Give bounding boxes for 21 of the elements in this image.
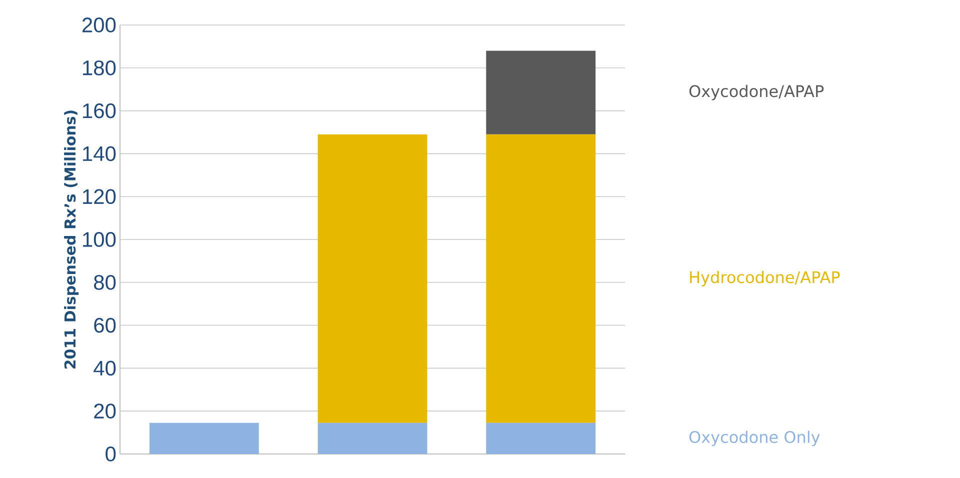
text: Oxycodone Only: [689, 430, 820, 446]
bar: [149, 422, 259, 454]
text: Oxycodone/APAP: [689, 84, 824, 100]
y-tick-label: 0: [106, 446, 116, 462]
y-tick-label: 160: [83, 103, 116, 118]
y-tick-label: 180: [83, 60, 116, 76]
y-tick-label: 80: [94, 274, 116, 290]
y-tick-label: 100: [83, 232, 116, 247]
bar: [318, 134, 428, 423]
y-tick-label: 20: [94, 404, 116, 419]
text: Hydrocodone/APAP: [690, 270, 840, 286]
y-tick-label: 60: [94, 318, 116, 333]
y-tick-label: 140: [83, 146, 116, 162]
bar: [486, 134, 596, 423]
bar: [486, 422, 596, 454]
y-tick-label: 40: [94, 360, 116, 376]
y-tick-label: 200: [82, 18, 116, 32]
y-axis-title: 2011 Dispensed Rx’s (Millions): [64, 110, 79, 368]
bar: [486, 50, 596, 134]
y-tick-label: 120: [83, 189, 116, 204]
bar: [318, 422, 428, 454]
